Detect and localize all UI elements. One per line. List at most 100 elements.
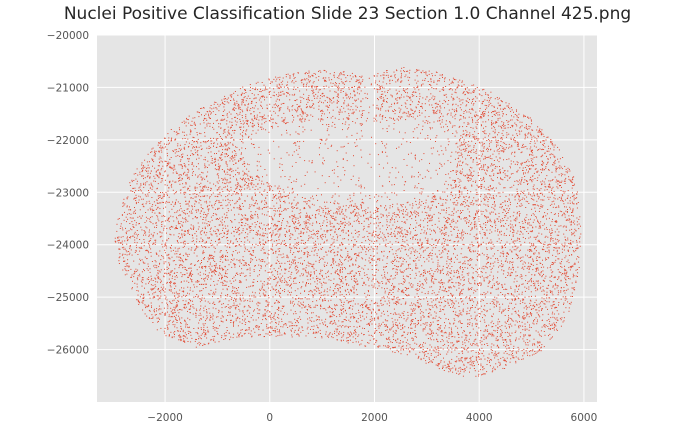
scatter-point: [543, 303, 545, 305]
scatter-point: [164, 298, 166, 300]
scatter-point: [470, 358, 472, 360]
scatter-point: [453, 228, 454, 230]
scatter-point: [490, 221, 492, 223]
scatter-point: [547, 308, 548, 310]
scatter-point: [287, 222, 289, 224]
scatter-point: [573, 275, 575, 277]
scatter-point: [569, 221, 571, 223]
scatter-point: [329, 90, 331, 92]
scatter-point: [475, 238, 477, 240]
scatter-point: [336, 254, 338, 256]
scatter-point: [380, 96, 382, 98]
scatter-point: [448, 279, 450, 281]
scatter-point: [146, 249, 148, 251]
scatter-point: [275, 76, 277, 78]
scatter-point: [406, 164, 408, 166]
scatter-point: [220, 317, 222, 319]
scatter-point: [547, 161, 549, 163]
scatter-point: [322, 323, 324, 325]
scatter-point: [283, 120, 285, 122]
scatter-point: [420, 347, 422, 349]
scatter-point: [495, 339, 497, 341]
scatter-point: [182, 217, 183, 219]
scatter-point: [478, 313, 480, 314]
scatter-point: [445, 226, 447, 228]
scatter-point: [258, 146, 260, 148]
scatter-point: [412, 311, 414, 312]
scatter-point: [538, 252, 540, 254]
scatter-point: [509, 339, 511, 341]
scatter-point: [368, 226, 370, 228]
scatter-point: [300, 212, 302, 214]
scatter-point: [345, 320, 347, 321]
scatter-point: [455, 369, 457, 371]
scatter-point: [419, 306, 421, 308]
scatter-point: [431, 270, 433, 271]
scatter-point: [435, 169, 437, 171]
scatter-point: [396, 349, 398, 351]
scatter-point: [120, 225, 122, 227]
scatter-point: [429, 344, 431, 346]
scatter-point: [368, 257, 370, 259]
scatter-point: [393, 117, 394, 119]
scatter-point: [268, 228, 270, 230]
scatter-point: [166, 143, 168, 145]
scatter-point: [257, 233, 259, 235]
scatter-point: [440, 296, 441, 298]
scatter-point: [249, 327, 250, 329]
scatter-point: [425, 233, 427, 235]
scatter-point: [459, 164, 460, 166]
scatter-point: [502, 115, 504, 117]
scatter-point: [570, 295, 572, 297]
scatter-point: [127, 239, 129, 241]
scatter-point: [500, 108, 502, 110]
scatter-point: [429, 214, 431, 216]
scatter-point: [294, 247, 296, 249]
scatter-point: [183, 243, 185, 245]
scatter-point: [445, 232, 447, 233]
scatter-point: [166, 254, 168, 256]
scatter-point: [478, 100, 480, 102]
scatter-point: [477, 345, 479, 347]
scatter-point: [396, 272, 398, 274]
scatter-point: [297, 320, 299, 322]
scatter-point: [421, 129, 423, 131]
scatter-point: [192, 171, 194, 172]
scatter-point: [508, 323, 510, 325]
scatter-point: [530, 150, 532, 152]
scatter-point: [564, 179, 566, 181]
scatter-point: [198, 202, 200, 204]
scatter-point: [556, 239, 558, 241]
scatter-point: [369, 106, 371, 108]
scatter-point: [364, 211, 366, 213]
scatter-point: [512, 320, 514, 322]
scatter-point: [326, 231, 328, 233]
scatter-point: [326, 105, 328, 107]
scatter-point: [221, 278, 223, 280]
scatter-point: [337, 269, 338, 271]
scatter-point: [502, 212, 504, 213]
scatter-point: [525, 305, 527, 307]
scatter-point: [458, 358, 460, 360]
scatter-point: [549, 229, 551, 231]
scatter-point: [337, 89, 339, 91]
scatter-point: [135, 190, 137, 192]
scatter-point: [550, 139, 552, 140]
scatter-point: [492, 275, 494, 277]
scatter-point: [447, 271, 449, 273]
scatter-point: [150, 255, 152, 257]
scatter-point: [507, 336, 509, 337]
scatter-point: [339, 244, 341, 246]
scatter-point: [448, 365, 450, 367]
scatter-point: [237, 231, 239, 233]
scatter-point: [167, 321, 169, 323]
scatter-point: [155, 171, 157, 173]
scatter-point: [435, 312, 437, 314]
scatter-point: [144, 184, 146, 186]
scatter-point: [511, 272, 513, 274]
scatter-point: [254, 115, 255, 117]
scatter-point: [345, 316, 347, 318]
scatter-point: [518, 198, 520, 200]
scatter-point: [340, 249, 342, 251]
scatter-point: [459, 233, 461, 234]
